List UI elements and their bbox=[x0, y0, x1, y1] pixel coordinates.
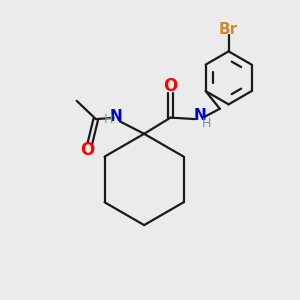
Text: O: O bbox=[164, 77, 178, 95]
Text: N: N bbox=[194, 108, 206, 123]
Text: O: O bbox=[80, 141, 94, 159]
Text: N: N bbox=[110, 109, 123, 124]
Text: H: H bbox=[201, 117, 211, 130]
Text: Br: Br bbox=[219, 22, 238, 37]
Text: H: H bbox=[104, 113, 113, 127]
